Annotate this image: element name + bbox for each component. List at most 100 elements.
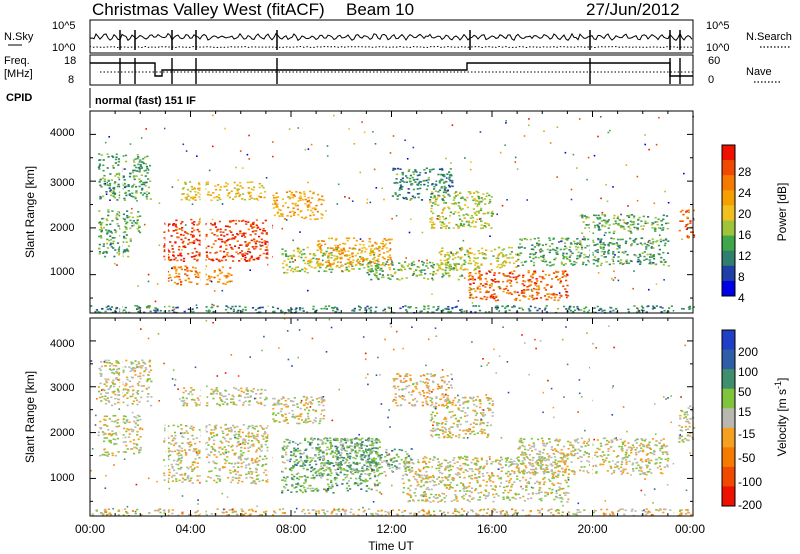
data-cell	[115, 368, 119, 371]
data-cell	[645, 258, 648, 260]
data-cell	[103, 424, 106, 426]
data-cell	[240, 446, 243, 449]
data-cell	[357, 262, 360, 264]
data-cell	[515, 260, 518, 263]
data-cell	[352, 268, 355, 270]
data-cell	[291, 478, 294, 480]
data-cell	[112, 415, 115, 417]
data-cell	[381, 274, 384, 276]
data-cell	[130, 195, 133, 197]
data-speck	[633, 270, 635, 272]
data-cell	[204, 426, 208, 429]
data-cell	[142, 161, 145, 164]
data-cell	[318, 458, 321, 461]
data-cell	[240, 453, 243, 455]
data-cell	[464, 204, 467, 206]
data-cell	[459, 275, 462, 278]
data-cell	[219, 246, 222, 248]
data-cell	[501, 305, 504, 308]
data-cell	[315, 474, 318, 477]
data-cell	[312, 214, 315, 216]
data-cell	[659, 306, 662, 308]
data-cell	[689, 307, 692, 310]
data-speck	[395, 215, 398, 217]
data-cell	[114, 403, 117, 405]
data-cell	[182, 403, 186, 405]
data-cell	[365, 259, 368, 261]
data-cell	[349, 477, 352, 480]
data-cell	[216, 403, 219, 405]
data-cell	[252, 434, 255, 437]
data-cell	[134, 397, 137, 399]
data-cell	[373, 273, 376, 275]
data-cell	[612, 262, 615, 265]
data-speck	[410, 218, 412, 221]
data-cell	[111, 165, 115, 167]
data-cell	[636, 227, 639, 230]
data-cell	[298, 460, 301, 463]
data-cell	[193, 399, 196, 401]
data-cell	[227, 441, 230, 443]
data-cell	[451, 181, 454, 184]
data-cell	[290, 308, 293, 311]
data-cell	[606, 221, 609, 223]
data-cell	[282, 485, 286, 488]
data-cell	[187, 253, 190, 255]
data-cell	[433, 196, 436, 199]
data-cell	[496, 299, 500, 301]
data-cell	[97, 386, 101, 388]
data-cell	[167, 230, 170, 232]
data-cell	[112, 364, 115, 367]
data-cell	[544, 289, 548, 291]
data-cell	[326, 489, 329, 491]
data-cell	[384, 263, 387, 265]
data-cell	[431, 311, 434, 313]
data-cell	[125, 234, 128, 236]
data-speck	[612, 186, 614, 188]
data-cell	[291, 210, 294, 213]
data-cell	[257, 256, 260, 259]
data-cell	[475, 296, 478, 299]
data-cell	[258, 307, 261, 309]
data-cell	[284, 253, 287, 255]
data-cell	[506, 280, 509, 283]
data-cell	[218, 403, 221, 406]
data-cell	[311, 211, 314, 214]
data-cell	[543, 277, 546, 280]
data-cell	[538, 287, 541, 289]
data-cell	[537, 292, 540, 294]
data-cell	[404, 305, 407, 307]
data-cell	[340, 456, 343, 459]
data-cell	[212, 443, 216, 445]
data-cell	[176, 306, 179, 309]
data-cell	[594, 224, 597, 227]
data-cell	[510, 285, 513, 287]
data-cell	[479, 291, 482, 293]
data-cell	[191, 482, 194, 484]
data-cell	[177, 467, 180, 470]
data-cell	[468, 296, 472, 299]
data-cell	[469, 191, 472, 193]
data-cell	[600, 262, 603, 265]
data-cell	[227, 393, 231, 396]
data-cell	[597, 260, 600, 263]
data-cell	[487, 291, 490, 293]
data-cell	[393, 268, 396, 270]
data-cell	[484, 283, 487, 285]
data-cell	[398, 279, 401, 281]
data-cell	[168, 223, 171, 226]
data-cell	[374, 268, 377, 270]
data-speck	[342, 252, 344, 255]
data-cell	[304, 402, 308, 404]
data-cell	[448, 176, 451, 179]
data-cell	[478, 272, 481, 274]
data-cell	[198, 254, 201, 256]
data-cell	[223, 401, 226, 403]
data-cell	[197, 450, 200, 452]
data-cell	[519, 252, 522, 255]
data-cell	[478, 270, 481, 272]
data-cell	[532, 298, 535, 301]
data-cell	[164, 305, 167, 308]
data-cell	[440, 173, 443, 176]
data-cell	[123, 309, 126, 311]
